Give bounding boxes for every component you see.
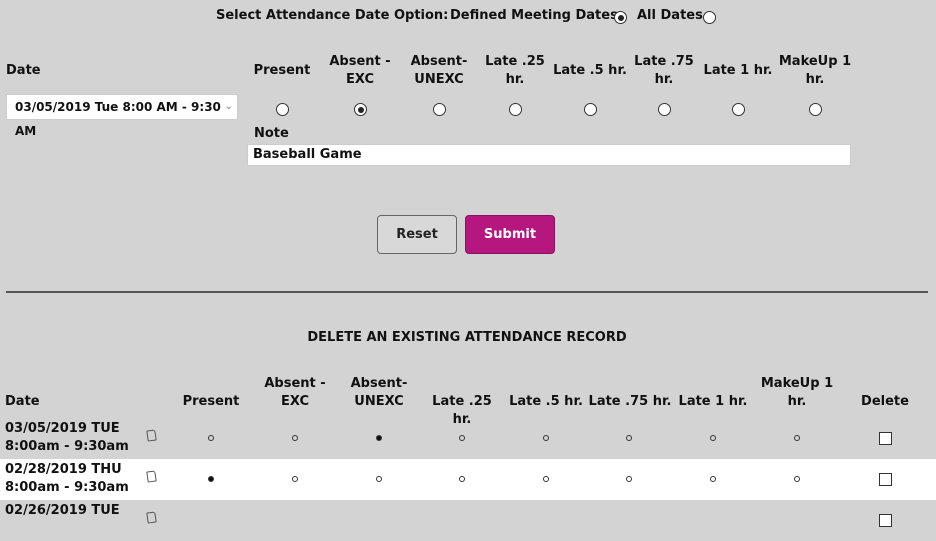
delete-checkbox[interactable] [879,432,892,445]
table-header-delete: Delete [861,394,909,409]
delete-section-title: DELETE AN EXISTING ATTENDANCE RECORD [307,330,627,345]
date-select[interactable]: 03/05/2019 Tue 8:00 AM - 9:30 AM ⌄ [6,94,238,138]
row-time: 8:00am - 9:30am [5,480,129,495]
defined-dates-label: Defined Meeting Dates [450,8,618,23]
reset-button[interactable]: Reset [377,215,457,254]
entry-radio-7[interactable] [732,103,745,116]
table-header-makeup: MakeUp 1 hr. [760,376,834,409]
note-input[interactable]: Baseball Game [247,144,851,166]
row-status-dot [543,435,549,441]
date-option-label: Select Attendance Date Option: [216,8,449,23]
table-row [0,500,936,541]
table-header-present: Present [182,394,240,409]
entry-header-6: Late .75 hr. [634,54,694,87]
table-header-late25: Late .25 hr. [432,394,492,427]
row-status-dot [376,435,382,441]
section-divider [6,291,928,293]
table-header-late5: Late .5 hr. [509,394,583,409]
all-dates-label: All Dates [637,8,703,23]
row-status-dot [543,476,549,482]
entry-radio-8[interactable] [809,103,822,116]
chevron-down-icon: ⌄ [224,101,233,112]
table-header-late75: Late .75 hr. [588,394,672,409]
entry-header-2: Absent - EXC [329,54,391,87]
row-status-dot [626,435,632,441]
defined-dates-radio[interactable] [614,11,627,24]
entry-header-1: Present [253,63,311,78]
row-date: 03/05/2019 TUE [5,421,120,436]
row-status-dot [794,435,800,441]
entry-header-8: MakeUp 1 hr. [778,54,852,87]
row-status-dot [292,476,298,482]
entry-radio-5[interactable] [584,103,597,116]
row-status-dot [710,476,716,482]
entry-radio-1[interactable] [276,103,289,116]
row-status-dot [376,476,382,482]
table-row [0,459,936,500]
entry-header-4: Late .25 hr. [485,54,545,87]
row-status-dot [292,435,298,441]
date-select-value: 03/05/2019 Tue 8:00 AM - 9:30 AM [15,100,221,138]
row-status-dot [208,435,214,441]
entry-radio-3[interactable] [433,103,446,116]
entry-radio-2[interactable] [354,103,367,116]
row-status-dot [626,476,632,482]
entry-header-3: Absent- UNEXC [410,54,468,87]
entry-radio-4[interactable] [509,103,522,116]
note-icon[interactable] [146,429,157,442]
submit-button[interactable]: Submit [465,215,555,254]
table-header-absent-unexc: Absent- UNEXC [350,376,408,409]
row-status-dot [794,476,800,482]
delete-checkbox[interactable] [879,514,892,527]
row-status-dot [459,435,465,441]
row-status-dot [710,435,716,441]
row-status-dot [459,476,465,482]
note-icon[interactable] [146,470,157,483]
row-status-dot [208,476,214,482]
table-header-absent-exc: Absent - EXC [264,376,326,409]
all-dates-radio[interactable] [703,11,716,24]
table-header-date: Date [5,394,40,409]
row-date: 02/28/2019 THU [5,462,122,477]
row-date: 02/26/2019 TUE [5,503,120,518]
entry-date-header: Date [6,63,41,78]
note-icon[interactable] [146,511,157,524]
entry-header-7: Late 1 hr. [703,63,773,78]
entry-header-5: Late .5 hr. [553,63,627,78]
note-label: Note [254,126,289,141]
table-header-late1: Late 1 hr. [678,394,748,409]
entry-radio-6[interactable] [658,103,671,116]
delete-checkbox[interactable] [879,473,892,486]
row-time: 8:00am - 9:30am [5,439,129,454]
